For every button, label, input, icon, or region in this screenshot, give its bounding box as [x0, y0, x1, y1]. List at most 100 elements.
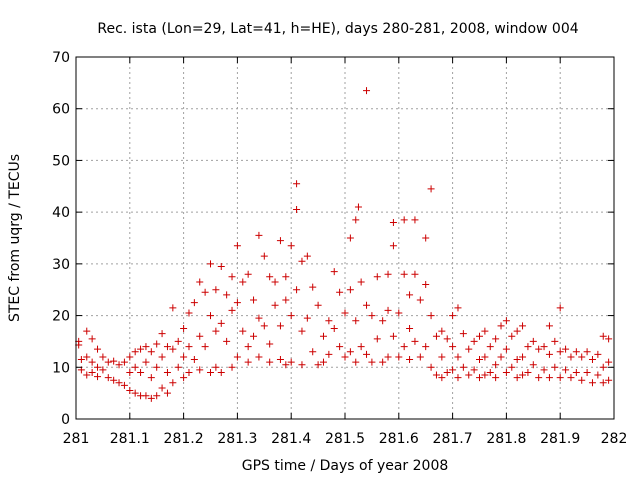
data-point — [88, 368, 96, 376]
data-point — [190, 299, 198, 307]
data-point — [438, 353, 446, 361]
data-point — [556, 374, 564, 382]
data-point — [142, 358, 150, 366]
data-point — [529, 337, 537, 345]
data-point — [303, 252, 311, 260]
data-point — [535, 345, 543, 353]
data-point — [158, 330, 166, 338]
data-point — [449, 312, 457, 320]
data-point — [94, 345, 102, 353]
data-point — [282, 273, 290, 281]
data-point — [540, 343, 548, 351]
data-point — [239, 327, 247, 335]
data-point — [354, 203, 362, 211]
data-point — [363, 350, 371, 358]
data-point — [459, 330, 467, 338]
data-point — [287, 358, 295, 366]
data-point — [212, 363, 220, 371]
x-tick-label: 282 — [601, 431, 628, 447]
data-point — [255, 231, 263, 239]
data-point — [346, 348, 354, 356]
data-point — [212, 286, 220, 294]
data-point — [185, 309, 193, 317]
data-point — [465, 345, 473, 353]
data-point — [276, 237, 284, 245]
data-point — [336, 288, 344, 296]
data-point — [449, 343, 457, 351]
data-point — [545, 350, 553, 358]
data-point — [492, 335, 500, 343]
data-point — [147, 374, 155, 382]
data-point — [476, 356, 483, 364]
data-point — [131, 348, 139, 356]
data-point — [120, 381, 128, 389]
data-point — [153, 392, 161, 400]
data-point — [217, 262, 225, 270]
data-point — [352, 358, 360, 366]
data-point — [465, 371, 473, 379]
data-point — [137, 368, 145, 376]
data-point — [508, 332, 516, 340]
data-point — [223, 337, 231, 345]
data-point — [443, 335, 451, 343]
grid-lines — [76, 57, 614, 419]
data-point — [352, 317, 360, 325]
y-tick-label: 70 — [52, 50, 70, 66]
chart-title: Rec. ista (Lon=29, Lat=41, h=HE), days 2… — [97, 21, 578, 37]
data-point — [319, 332, 327, 340]
data-point — [99, 366, 107, 374]
data-point — [185, 368, 193, 376]
data-point — [180, 325, 188, 332]
data-point — [104, 358, 112, 366]
data-point — [244, 270, 252, 278]
data-point — [88, 335, 96, 343]
data-point — [588, 356, 596, 364]
data-point — [217, 319, 225, 327]
data-point — [422, 234, 430, 242]
data-point — [266, 340, 274, 348]
data-point — [346, 234, 354, 242]
data-point — [540, 366, 548, 374]
data-point — [207, 368, 214, 376]
data-point — [83, 371, 91, 379]
data-point — [427, 363, 435, 371]
data-point — [567, 353, 575, 361]
data-point — [314, 361, 322, 369]
data-point — [599, 332, 607, 340]
data-point — [545, 374, 553, 382]
x-tick-label: 281.4 — [271, 431, 311, 447]
data-point — [454, 353, 462, 361]
data-point — [519, 322, 527, 330]
data-point — [228, 273, 236, 281]
data-point — [88, 358, 96, 366]
data-point — [94, 373, 102, 381]
y-tick-label: 0 — [61, 412, 70, 428]
data-point — [583, 368, 591, 376]
data-point — [142, 392, 150, 400]
data-point — [180, 374, 188, 382]
data-point — [276, 356, 284, 364]
data-point — [131, 363, 139, 371]
data-point — [481, 371, 489, 379]
data-point — [153, 363, 161, 371]
data-point — [416, 353, 424, 361]
data-point — [400, 270, 408, 278]
data-point — [207, 260, 214, 268]
data-point — [599, 363, 607, 371]
data-point — [330, 325, 338, 332]
data-point — [438, 327, 446, 335]
data-point — [239, 278, 247, 286]
data-point — [406, 325, 414, 332]
y-tick-label: 50 — [52, 153, 70, 169]
data-point — [120, 358, 128, 366]
data-point — [481, 327, 489, 335]
data-point — [578, 353, 586, 361]
data-point — [282, 296, 290, 304]
data-point — [126, 387, 134, 395]
x-tick-label: 281.7 — [433, 431, 473, 447]
data-point — [303, 314, 311, 322]
data-point — [163, 343, 171, 351]
data-point — [567, 374, 575, 382]
data-point — [357, 343, 365, 351]
